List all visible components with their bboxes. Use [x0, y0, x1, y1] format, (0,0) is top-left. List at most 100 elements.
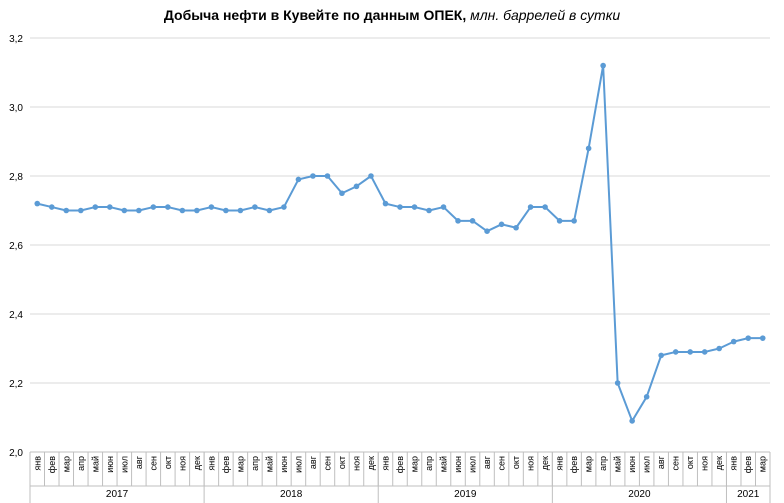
x-tick-label: янв [32, 456, 42, 471]
data-point [34, 200, 41, 207]
x-tick-label: дек [192, 456, 202, 470]
x-tick-label: мар [410, 456, 420, 472]
x-tick-label: сен [148, 456, 158, 471]
x-tick-label: июн [627, 456, 637, 473]
data-point [63, 207, 70, 214]
year-label: 2018 [280, 489, 303, 500]
chart-title: Добыча нефти в Кувейте по данным ОПЕК, м… [0, 7, 784, 23]
x-tick-label: апр [598, 456, 608, 471]
data-point [208, 204, 215, 210]
y-axis: 2,0 2,2 2,4 2,6 2,8 3,0 3,2 [9, 34, 23, 459]
data-point [368, 173, 374, 179]
x-tick-label: май [264, 456, 274, 472]
x-tick-label: июн [279, 456, 289, 473]
data-point [629, 418, 635, 424]
x-tick-label: окт [685, 456, 695, 469]
x-tick-label: сен [322, 456, 332, 471]
data-point [527, 204, 534, 210]
data-point [92, 204, 99, 210]
data-point [179, 207, 186, 214]
y-tick-label: 3,2 [9, 34, 23, 45]
x-tick-label: фев [221, 456, 231, 473]
data-point [107, 204, 113, 210]
data-point [48, 204, 55, 210]
x-tick-label: фев [743, 456, 753, 473]
x-tick-label: мар [61, 456, 71, 472]
series [34, 62, 766, 424]
y-tick-label: 2,2 [9, 379, 23, 390]
x-tick-label: дек [540, 456, 550, 470]
data-point [556, 218, 563, 224]
series-line [37, 64, 763, 422]
chart-title-main: Добыча нефти в Кувейте по данным ОПЕК, [163, 7, 467, 23]
x-tick-label: апр [250, 456, 260, 471]
y-tick-label: 2,4 [9, 310, 23, 321]
data-point [745, 335, 752, 341]
data-point [121, 207, 128, 214]
x-tick-label: июн [105, 456, 115, 473]
x-tick-label: янв [729, 456, 739, 471]
data-point [498, 221, 505, 228]
year-label: 2017 [106, 489, 129, 500]
x-tick-label: апр [424, 456, 434, 471]
x-tick-label: июл [293, 456, 303, 473]
data-point [295, 176, 302, 183]
x-tick-label: янв [380, 456, 390, 471]
x-tick-label: окт [511, 456, 521, 469]
data-point [672, 349, 679, 355]
data-point [150, 204, 157, 210]
data-point [194, 207, 200, 214]
data-point [484, 228, 490, 234]
y-tick-label: 3,0 [9, 103, 23, 114]
data-point [397, 204, 403, 210]
x-tick-label: янв [206, 456, 216, 471]
data-point [266, 207, 273, 214]
data-point [658, 352, 664, 359]
year-label: 2019 [454, 489, 477, 500]
x-tick-label: сен [671, 456, 681, 471]
x-tick-label: дек [366, 456, 376, 470]
data-point [281, 204, 287, 210]
x-tick-label: фев [395, 456, 405, 473]
data-point [237, 207, 244, 214]
x-tick-label: май [613, 456, 623, 472]
x-tick-label: сен [497, 456, 507, 471]
data-point [571, 218, 577, 224]
data-point [411, 204, 418, 210]
chart-title-unit: млн. баррелей в сутки [470, 7, 621, 23]
data-point [382, 200, 389, 207]
x-tick-label: мар [584, 456, 594, 472]
x-tick-label: фев [569, 456, 579, 473]
x-tick-label: дек [714, 456, 724, 470]
data-point [614, 380, 621, 386]
x-axis: янв фев мар апр май июн июл авг сен окт ноя дек янв ф… [29, 451, 771, 503]
data-point [324, 173, 331, 179]
x-tick-label: ноя [351, 456, 361, 471]
data-point [77, 207, 84, 214]
x-tick-label: май [439, 456, 449, 472]
x-tick-label: окт [337, 456, 347, 469]
x-tick-label: окт [163, 456, 173, 469]
data-point [513, 224, 519, 231]
data-point [223, 207, 229, 214]
data-point [469, 218, 476, 224]
data-point [136, 207, 142, 214]
x-tick-label: янв [555, 456, 565, 471]
x-tick-label: авг [656, 455, 666, 469]
data-point [730, 338, 737, 345]
y-tick-label: 2,0 [9, 448, 23, 459]
data-point [455, 218, 461, 224]
x-tick-label: ноя [177, 456, 187, 471]
gridlines [30, 37, 770, 384]
y-tick-label: 2,8 [9, 172, 23, 183]
data-point [339, 190, 345, 197]
x-tick-label: авг [308, 455, 318, 469]
x-tick-label: апр [76, 456, 86, 471]
data-point [252, 204, 258, 210]
x-tick-label: мар [758, 456, 768, 472]
year-label: 2020 [628, 489, 651, 500]
x-tick-label: июл [468, 456, 478, 473]
data-point [440, 204, 447, 210]
data-point [426, 207, 432, 214]
y-tick-label: 2,6 [9, 241, 23, 252]
